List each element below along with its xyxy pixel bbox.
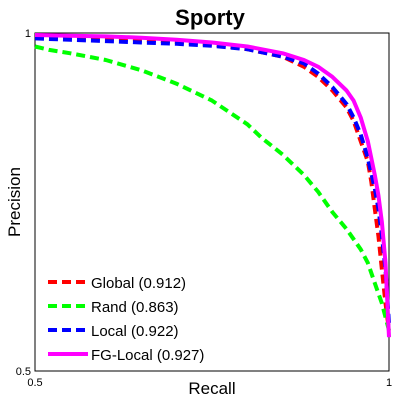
legend-label-global: Global (0.912)	[91, 275, 186, 292]
y-axis-label: Precision	[5, 167, 24, 237]
series-line-rand	[34, 44, 391, 331]
series-line-fg-local	[34, 33, 391, 338]
plot-area	[34, 32, 390, 372]
x-axis-label: Recall	[188, 379, 235, 398]
legend-label-local: Local (0.922)	[91, 323, 179, 340]
x-tick-label-min: 0.5	[27, 377, 42, 389]
legend-label-rand: Rand (0.863)	[91, 299, 179, 316]
y-tick-label-min: 0.5	[16, 366, 31, 378]
legend: Global (0.912) Rand (0.863) Local (0.922…	[48, 275, 204, 364]
x-tick-label-max: 1	[386, 377, 392, 389]
y-tick-label-max: 1	[25, 28, 31, 40]
legend-label-fg-local: FG-Local (0.927)	[91, 347, 204, 364]
chart-title: Sporty	[175, 5, 245, 30]
series-line-global	[34, 33, 391, 331]
series-layer	[34, 33, 391, 338]
